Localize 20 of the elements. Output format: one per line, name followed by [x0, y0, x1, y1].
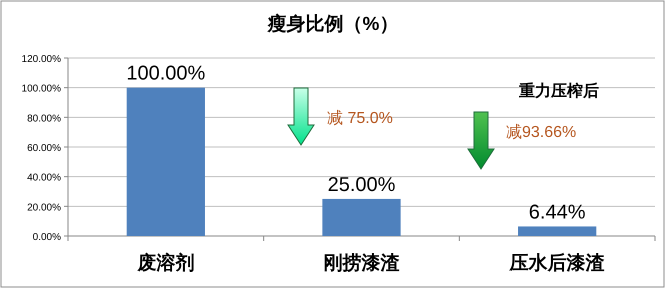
y-tick-label: 100.00%	[22, 84, 62, 95]
bar	[518, 226, 596, 236]
data-label: 6.44%	[528, 201, 586, 224]
x-tick-label: 废溶剂	[136, 252, 194, 274]
bar	[126, 88, 205, 236]
chart-title: 瘦身比例（%）	[266, 13, 398, 35]
y-tick-label: 80.00%	[27, 113, 62, 124]
annotation: 减93.66%	[506, 123, 576, 141]
annotation: 减 75.0%	[327, 109, 393, 127]
y-tick-label: 20.00%	[27, 202, 62, 214]
x-tick-label: 压水后漆渣	[508, 252, 605, 274]
x-tick-label: 刚捞漆渣	[324, 252, 400, 274]
data-label: 25.00%	[328, 174, 396, 196]
annotation: 重力压榨后	[518, 82, 599, 100]
y-tick-label: 40.00%	[27, 172, 62, 184]
y-tick-label: 120.00%	[22, 54, 62, 65]
y-tick-label: 0.00%	[32, 232, 62, 243]
bar	[322, 198, 401, 236]
data-label: 100.00%	[126, 62, 206, 85]
y-tick-label: 60.00%	[27, 143, 62, 154]
